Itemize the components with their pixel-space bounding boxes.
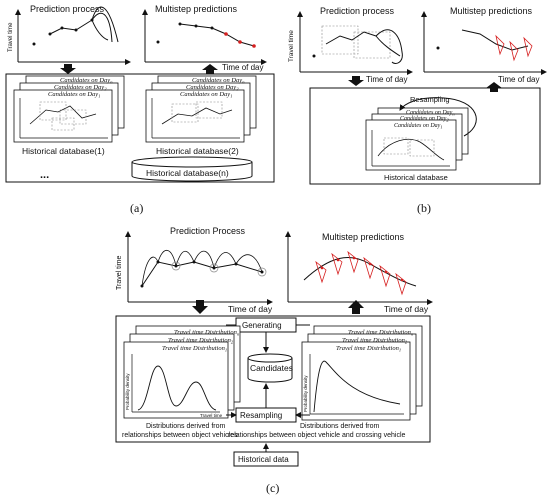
- c-dist-right-1: Distributions derived from: [300, 423, 380, 430]
- a1-cand-2: Candidates on Day2: [54, 84, 107, 92]
- c-right-series: [303, 256, 417, 287]
- a-right-x-label: Time of day: [222, 63, 264, 72]
- a1-cand-n: Candidates on Dayn: [60, 77, 113, 85]
- a2-cand-2: Candidates on Day2: [186, 84, 239, 92]
- c-left-series: [141, 261, 263, 287]
- b-left-x-label: Time of day: [366, 75, 408, 84]
- panel-c: Prediction Process Travel time Time of d…: [115, 226, 433, 495]
- a-caption: (a): [130, 201, 143, 215]
- b-right-distributions: [495, 34, 533, 62]
- a2-cand-n: Candidates on Dayn: [192, 77, 245, 85]
- a-left-arc2: [91, 12, 113, 43]
- a-ellipsis: ...: [40, 169, 49, 181]
- panel-b: Prediction process Travel time Time of d…: [288, 6, 547, 215]
- c-left-points: [140, 260, 264, 288]
- c-left-ttd-n: Travel time Distributionn: [174, 329, 240, 337]
- a-arrow-up: [202, 64, 218, 74]
- c-generating-label: Generating: [242, 321, 282, 330]
- a-left-arc1: [91, 6, 119, 43]
- b-right-series: [461, 29, 529, 51]
- c-candidates-cylinder: [247, 353, 293, 383]
- b-title-left: Prediction process: [320, 6, 395, 16]
- a-database-cylinder: [131, 156, 253, 182]
- b-caption: (b): [417, 201, 431, 215]
- b-database-container: [309, 87, 541, 185]
- c-dist-left-1: Distributions derived from: [146, 423, 226, 430]
- b-cand-2: Candidates on Day2: [400, 116, 449, 123]
- c-right-dist-stack: Travel time Distributionn Travel time Di…: [301, 325, 423, 421]
- b-left-outlier: [312, 54, 316, 58]
- c-title-left: Prediction Process: [170, 226, 246, 236]
- b-title-right: Multistep predictions: [450, 6, 533, 16]
- c-historical-label: Historical data: [238, 455, 289, 464]
- c-right-distributions: [315, 250, 407, 296]
- a-db1-label: Historical database(1): [22, 146, 105, 156]
- b-right-outlier: [436, 46, 440, 50]
- c-caption: (c): [266, 481, 279, 495]
- c-left-x-label: Time of day: [228, 304, 273, 314]
- a-left-y-label: Travel time: [8, 22, 14, 52]
- c-resampling-label: Resampling: [240, 411, 282, 420]
- a2-cand-1: Candidates on Day1: [180, 91, 232, 99]
- a1-cand-1: Candidates on Day1: [48, 91, 100, 99]
- a-database-container: [5, 73, 275, 183]
- c-right-x-label: Time of day: [384, 304, 429, 314]
- c-dist-right-2: relationships between object vehicle and…: [228, 432, 406, 439]
- panel-a: Prediction process Travel time Multistep…: [5, 4, 275, 215]
- a-title-right: Multistep predictions: [155, 4, 238, 14]
- b-stack: Candidates on Dayn Candidates on Day2 Ca…: [365, 107, 469, 171]
- c-arrow-up: [348, 300, 364, 314]
- a-left-series: [49, 19, 93, 35]
- c-arrow-down: [192, 300, 208, 314]
- a-right-points: [178, 22, 256, 48]
- b-db-label: Historical database: [384, 173, 448, 182]
- b-left-arc2: [375, 35, 401, 57]
- a-left-arc3: [91, 19, 109, 41]
- c-historical-box: [233, 451, 299, 467]
- c-left-arcs: [141, 250, 263, 287]
- b-right-x-label: Time of day: [498, 75, 540, 84]
- b-cand-1: Candidates on Day1: [394, 123, 443, 130]
- b-left-series: [325, 31, 377, 45]
- c-right-ttd-1: Travel time Distribution1: [336, 345, 401, 353]
- c-candidates-label: Candidates: [250, 363, 293, 373]
- a-right-outlier: [156, 40, 160, 44]
- a-arrow-down: [60, 64, 76, 74]
- a-db2-label: Historical database(2): [156, 146, 239, 156]
- b-window-1: [321, 25, 359, 55]
- b-resampling-label: Resampling: [410, 95, 450, 104]
- b-arrow-up: [486, 82, 502, 92]
- c-left-prob-label: Probability density: [125, 373, 130, 410]
- b-window-2: [353, 31, 391, 59]
- c-right-points: [320, 256, 404, 282]
- a-right-series: [179, 23, 255, 47]
- c-dist-left-2: relationships between object vehicles: [122, 432, 238, 439]
- c-left-ttd-2: Travel time Distribution2: [168, 337, 234, 345]
- a-stack-1: Candidates on Dayn Candidates on Day2 Ca…: [13, 75, 125, 143]
- a-left-points: [32, 18, 94, 46]
- b-arrow-down: [348, 76, 364, 86]
- a-dbn-label: Historical database(n): [146, 168, 229, 178]
- c-left-y-label: Travel time: [116, 256, 123, 290]
- c-left-ttd-1: Travel time Distribution1: [162, 345, 227, 353]
- b-left-y-label: Travel time: [288, 30, 295, 62]
- a-stack-2: Candidates on Dayn Candidates on Day2 Ca…: [145, 75, 257, 143]
- c-container: [115, 315, 431, 443]
- c-right-prob-label: Probability density: [303, 375, 308, 412]
- c-title-right: Multistep predictions: [322, 232, 405, 242]
- b-left-arc: [375, 29, 403, 65]
- b-cand-n: Candidates on Dayn: [406, 110, 455, 117]
- c-right-ttd-n: Travel time Distributionn: [348, 329, 414, 337]
- c-left-dist-stack: Travel time Distributionn Travel time Di…: [123, 325, 241, 419]
- b-resampling-loop: [399, 97, 477, 137]
- c-left-circles: [171, 261, 267, 277]
- c-right-ttd-2: Travel time Distribution2: [342, 337, 408, 345]
- a-title-left: Prediction process: [30, 4, 105, 14]
- c-left-tt-label: Travel time: [200, 413, 223, 418]
